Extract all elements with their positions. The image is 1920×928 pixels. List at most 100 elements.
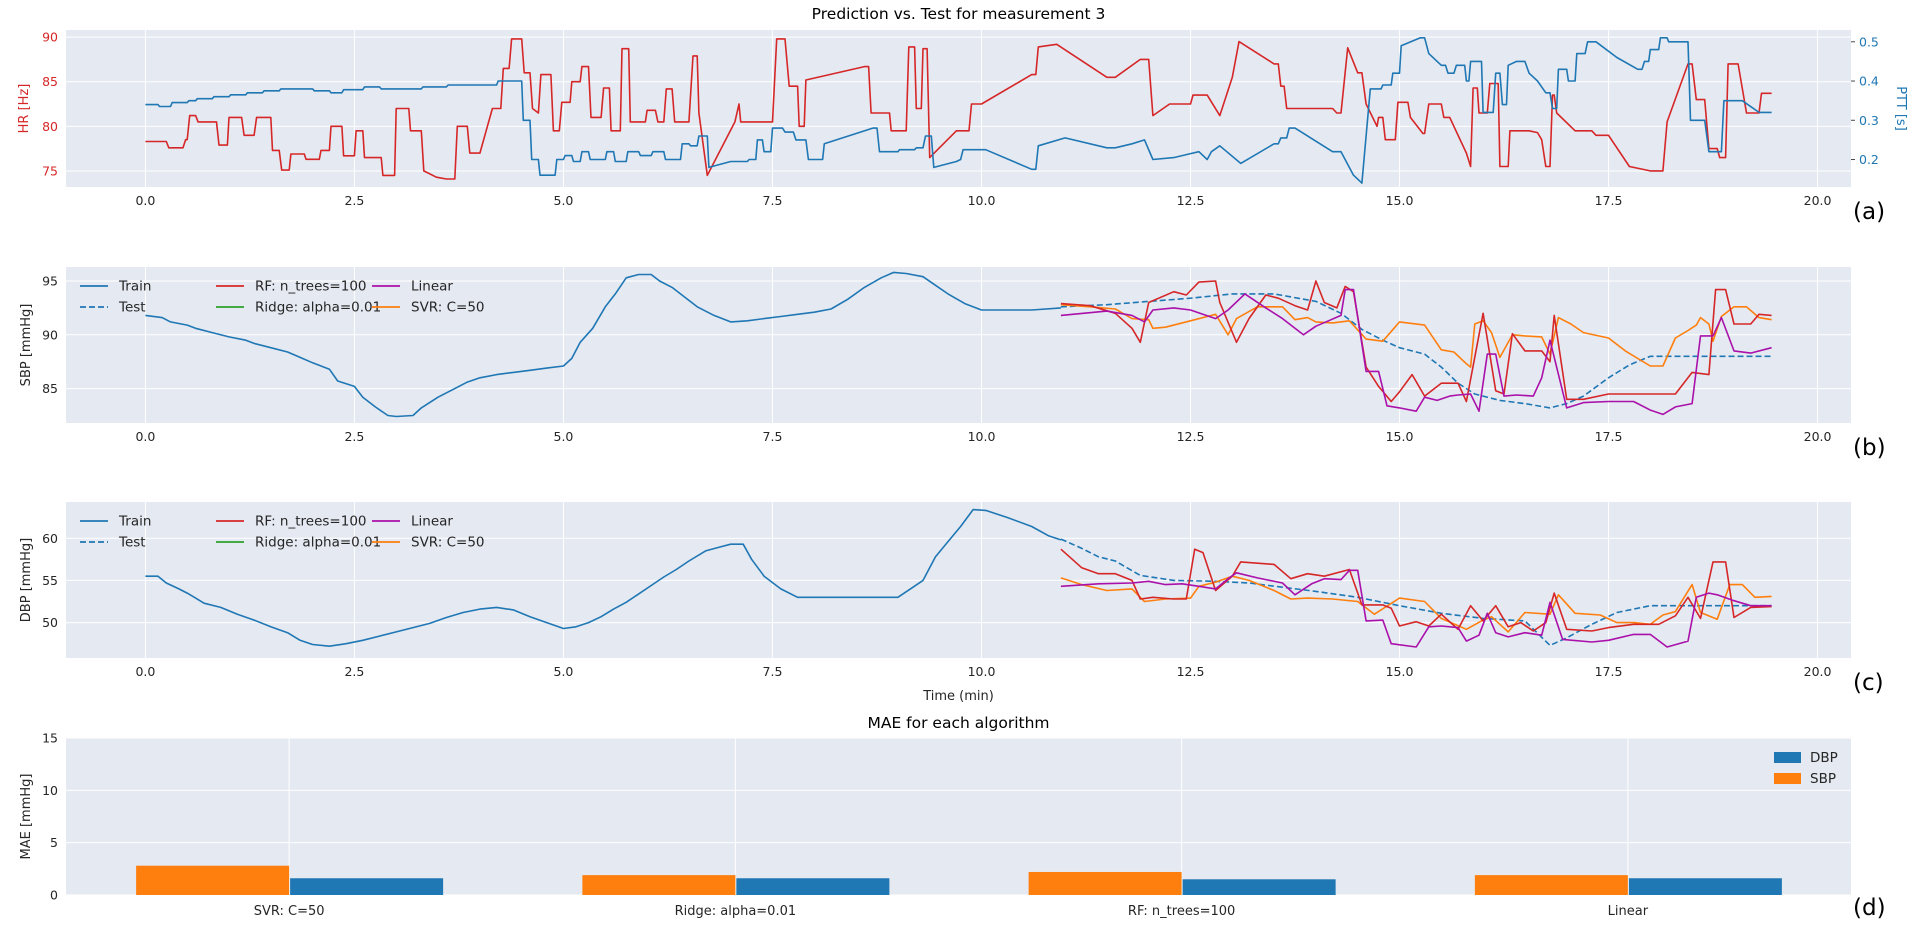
panel-label: (b) — [1853, 435, 1886, 461]
y-tick-label: 5 — [50, 835, 58, 850]
x-tick-label: 0.0 — [135, 664, 155, 679]
series-line-test — [1060, 538, 1772, 647]
bar-sbp — [136, 865, 290, 895]
x-tick-label: 2.5 — [344, 429, 364, 444]
y-right-tick-label: 0.2 — [1859, 152, 1879, 167]
y-right-tick-label: 0.4 — [1859, 74, 1879, 89]
bar-dbp — [1628, 878, 1782, 895]
y-tick-label: 55 — [42, 573, 58, 588]
legend: Train Test RF: n_trees=100 Ridge: alpha=0.0… — [80, 279, 485, 316]
legend-label: Test — [118, 535, 146, 551]
series-line-train — [145, 271, 1061, 418]
x-tick-label: RF: n_trees=100 — [1128, 904, 1235, 919]
y-tick-label: 15 — [42, 731, 58, 746]
y-tick-label: 10 — [42, 783, 58, 798]
panel-b: 0.0 2.5 5.0 7.5 10.0 12.5 15.0 17.5 20.0 85 90 95 SB… — [19, 267, 1886, 461]
x-tick-label: 10.0 — [968, 664, 996, 679]
x-tick-label: 2.5 — [344, 664, 364, 679]
legend-label: SVR: C=50 — [411, 300, 485, 316]
series-line-rf-n-trees-100 — [1060, 548, 1772, 632]
x-tick-label: 7.5 — [763, 429, 783, 444]
x-tick-label: 17.5 — [1595, 429, 1623, 444]
x-tick-label: 20.0 — [1804, 429, 1832, 444]
x-tick-label: 12.5 — [1177, 664, 1205, 679]
series-line-left — [145, 38, 1772, 180]
legend-swatch — [1774, 752, 1801, 763]
legend-label: SBP — [1810, 771, 1836, 787]
x-tick-label: Linear — [1608, 904, 1649, 919]
bar-sbp — [1474, 875, 1628, 895]
legend-label: RF: n_trees=100 — [255, 279, 367, 295]
y-tick-label: 95 — [42, 273, 58, 288]
series-line-test — [1060, 293, 1772, 409]
y-tick-label: 0 — [50, 888, 58, 903]
x-tick-label: Ridge: alpha=0.01 — [675, 904, 797, 919]
x-tick-label: 5.0 — [554, 429, 574, 444]
y-tick-label: 85 — [42, 74, 58, 89]
x-tick-label: 10.0 — [968, 193, 996, 208]
chart-title: MAE for each algorithm — [867, 714, 1049, 732]
panel-label: (a) — [1853, 199, 1885, 225]
legend-label: Train — [118, 279, 151, 295]
bar-dbp — [290, 878, 444, 895]
x-tick-label: 17.5 — [1595, 193, 1623, 208]
x-tick-label: SVR: C=50 — [254, 904, 325, 919]
legend-label: DBP — [1810, 750, 1838, 766]
y-left-axis-label: HR [Hz] — [17, 84, 32, 134]
y-right-tick-label: 0.3 — [1859, 113, 1879, 128]
y-axis-label: MAE [mmHg] — [19, 774, 34, 860]
series-line-linear — [1060, 288, 1772, 416]
x-tick-label: 15.0 — [1386, 193, 1414, 208]
legend: Train Test RF: n_trees=100 Ridge: alpha=0.0… — [80, 514, 485, 551]
legend-label: Linear — [411, 514, 453, 530]
plot-area — [66, 738, 1851, 895]
legend-label: RF: n_trees=100 — [255, 514, 367, 530]
y-axis-label: SBP [mmHg] — [19, 304, 34, 387]
y-right-tick-label: 0.5 — [1859, 34, 1879, 49]
legend-label: Ridge: alpha=0.01 — [255, 300, 381, 316]
x-tick-label: 12.5 — [1177, 429, 1205, 444]
series-line-svr-c-50 — [1060, 303, 1772, 368]
x-axis-label: Time (min) — [922, 689, 994, 704]
bar-sbp — [582, 875, 736, 895]
series-line-rf-n-trees-100 — [1060, 280, 1772, 403]
panel-c: 0.0 2.5 5.0 7.5 10.0 12.5 15.0 17.5 20.0 50 55 60 DB… — [19, 502, 1884, 704]
y-tick-label: 90 — [42, 30, 58, 45]
y-right-axis-label: PTT [s] — [1893, 86, 1908, 131]
x-tick-label: 2.5 — [344, 193, 364, 208]
series-line-right — [145, 37, 1772, 184]
x-tick-label: 0.0 — [135, 429, 155, 444]
y-tick-label: 90 — [42, 327, 58, 342]
x-tick-label: 15.0 — [1386, 664, 1414, 679]
x-tick-label: 10.0 — [968, 429, 996, 444]
bar-sbp — [1028, 871, 1182, 895]
y-tick-label: 85 — [42, 381, 58, 396]
x-tick-label: 5.0 — [554, 664, 574, 679]
legend-label: Test — [118, 300, 146, 316]
bar-dbp — [1182, 879, 1336, 895]
chart-title: Prediction vs. Test for measurement 3 — [812, 5, 1106, 23]
y-tick-label: 80 — [42, 119, 58, 134]
legend-label: Ridge: alpha=0.01 — [255, 535, 381, 551]
x-tick-label: 5.0 — [554, 193, 574, 208]
panel-label: (d) — [1853, 895, 1886, 921]
x-tick-label: 0.0 — [135, 193, 155, 208]
x-tick-label: 20.0 — [1804, 664, 1832, 679]
series-line-svr-c-50 — [1060, 575, 1772, 633]
series-line-train — [145, 508, 1062, 647]
x-tick-label: 7.5 — [763, 193, 783, 208]
y-tick-label: 75 — [42, 163, 58, 178]
legend-swatch — [1774, 773, 1801, 784]
bar-dbp — [736, 878, 890, 895]
legend-label: Linear — [411, 279, 453, 295]
panel-a: 0.0 2.5 5.0 7.5 10.0 12.5 15.0 17.5 20.0 75 80 85 90… — [17, 5, 1908, 225]
x-tick-label: 17.5 — [1595, 664, 1623, 679]
legend-label: Train — [118, 514, 151, 530]
x-tick-label: 7.5 — [763, 664, 783, 679]
panel-d: 0 5 10 15 SVR: C=50 Ridge: alpha=0.01 RF: n_tr… — [19, 714, 1886, 921]
series-line-linear — [1060, 569, 1772, 648]
y-axis-label: DBP [mmHg] — [19, 538, 34, 622]
x-tick-label: 15.0 — [1386, 429, 1414, 444]
legend-label: SVR: C=50 — [411, 535, 485, 551]
